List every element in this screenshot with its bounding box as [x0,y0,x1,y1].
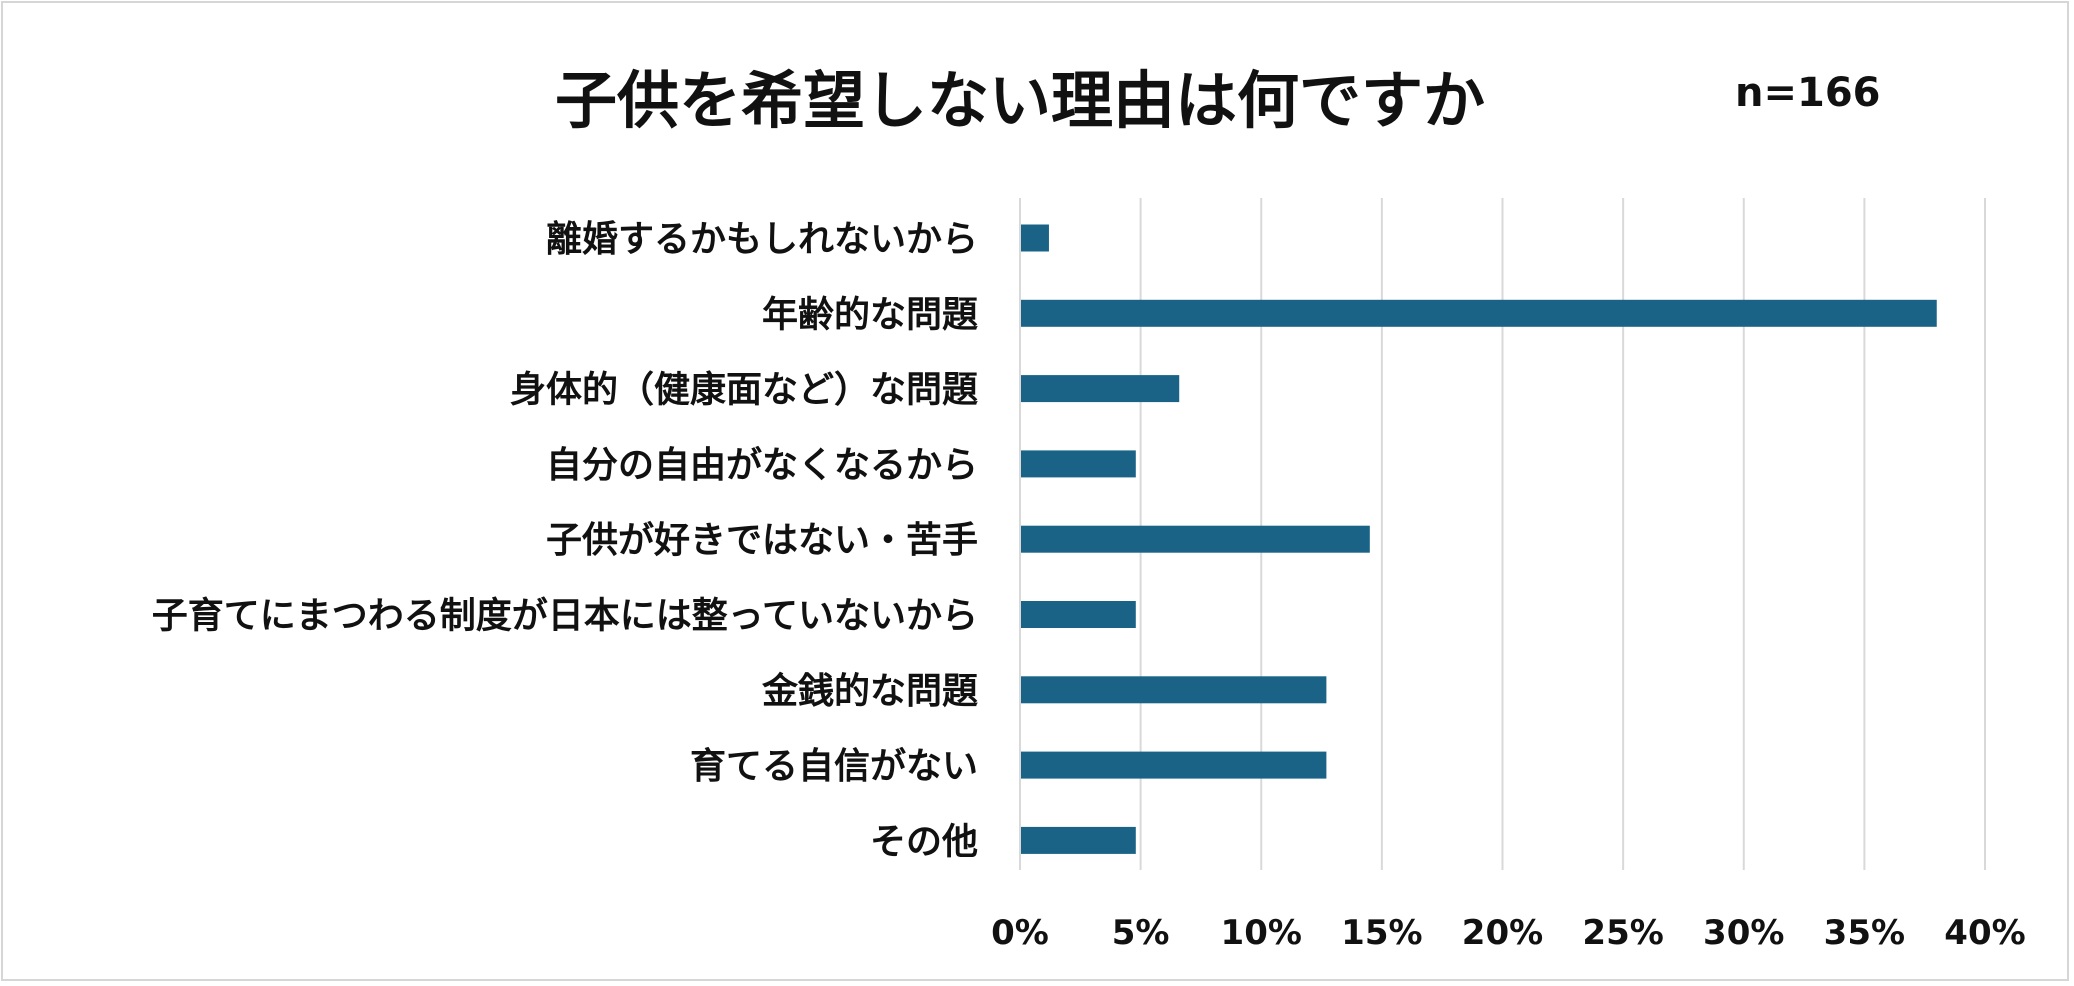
bar [1021,224,1049,252]
category-label: 育てる自信がない [690,746,978,787]
category-label: 年齢的な問題 [762,294,978,335]
category-label: 身体的（健康面など）な問題 [510,369,978,411]
sample-size-label: n=166 [1735,70,1881,116]
x-tick-label: 40% [1944,913,2025,953]
category-label: 子供が好きではない・苦手 [546,520,978,561]
category-label: 自分の自由がなくなるから [546,445,978,486]
x-tick-label: 10% [1221,913,1302,953]
bar [1021,601,1136,628]
category-label: その他 [870,821,978,862]
bar [1021,826,1136,854]
x-tick-label: 15% [1341,913,1422,953]
category-label: 子育てにまつわる制度が日本には整っていないから [152,596,978,637]
x-tick-label: 35% [1824,913,1905,953]
bar [1021,525,1370,553]
bar [1021,299,1937,327]
x-tick-label: 5% [1112,913,1170,953]
chart-title: 子供を希望しない理由は何ですか [555,64,1486,137]
category-label: 金銭的な問題 [761,670,978,712]
x-tick-label: 30% [1703,913,1784,953]
x-tick-label: 0% [991,913,1049,953]
x-tick-label: 25% [1582,913,1663,953]
bar [1021,751,1327,779]
category-label: 離婚するかもしれないから [546,219,978,260]
bar [1021,450,1136,478]
bar [1021,375,1180,403]
x-tick-label: 20% [1462,913,1543,953]
bar [1021,676,1327,704]
